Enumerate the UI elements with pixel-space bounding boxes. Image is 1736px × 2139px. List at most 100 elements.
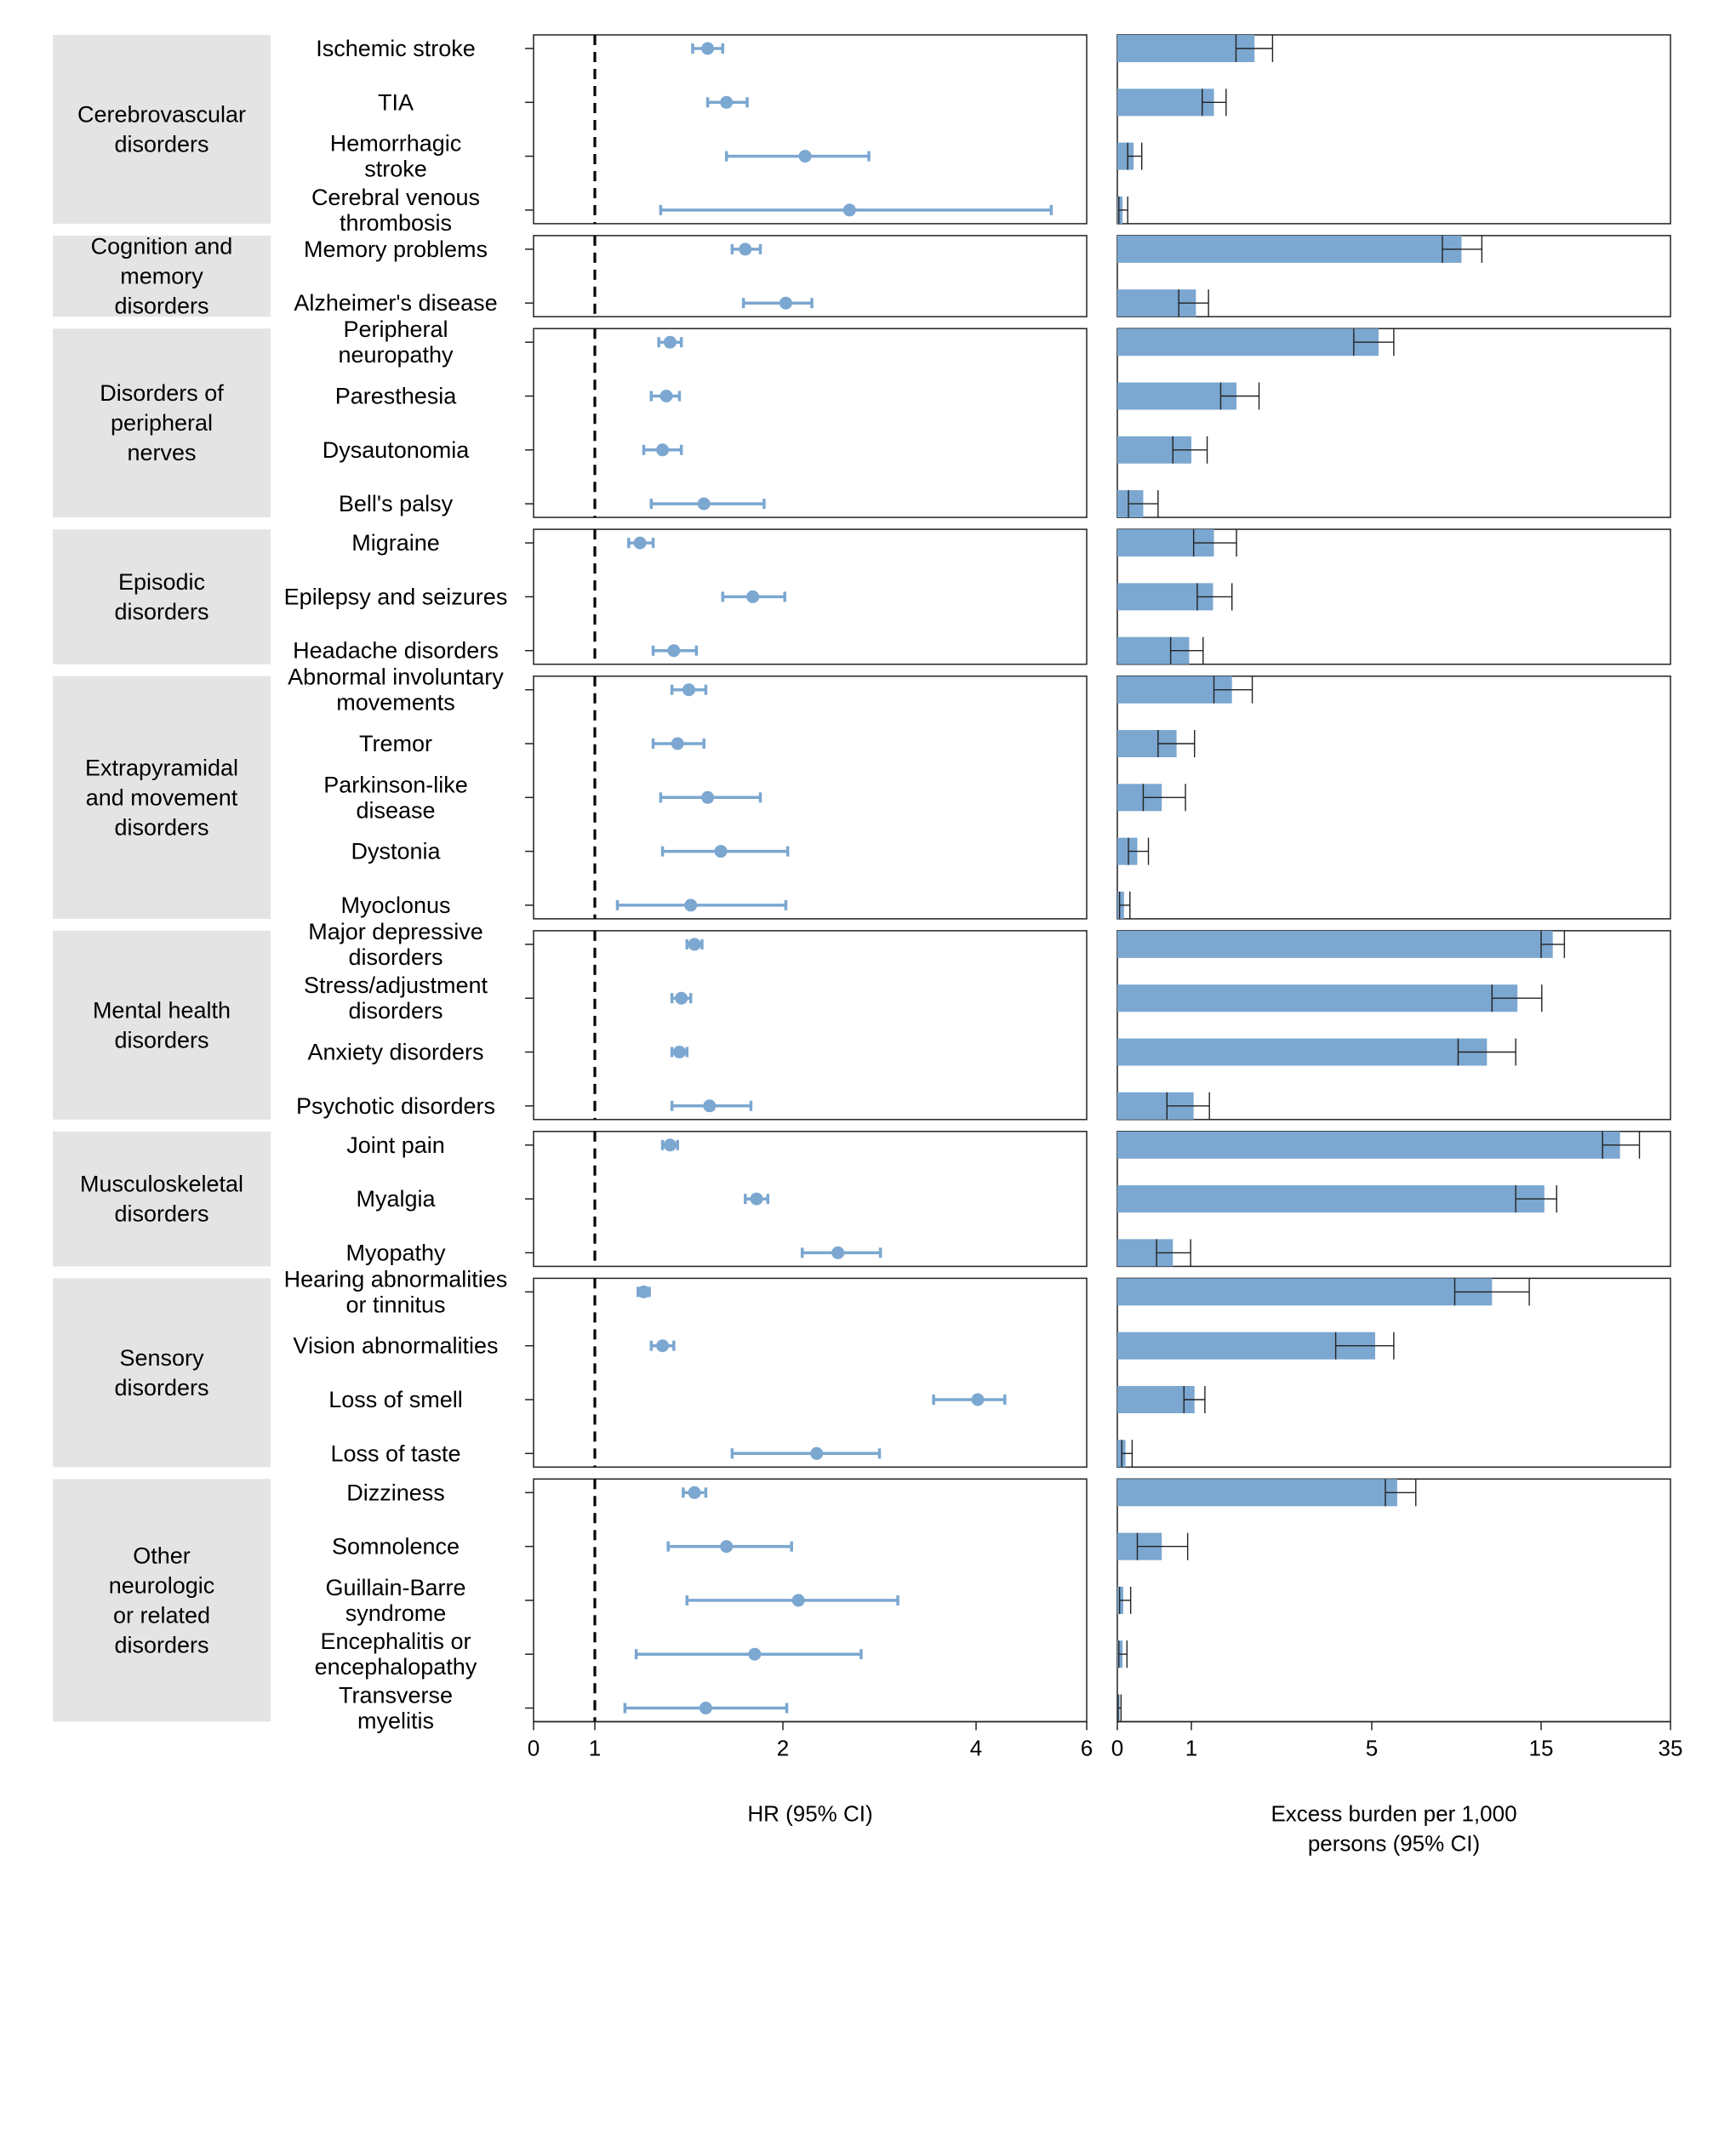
hr-point (656, 1339, 670, 1353)
outcome-label: Major depressive disorders (308, 919, 483, 970)
category-label: Disorders of peripheral nerves (100, 380, 224, 465)
category-label-line: Mental health (93, 997, 231, 1023)
outcome-label-line: disorders (348, 998, 443, 1024)
category-label: Cerebrovascular disorders (77, 101, 246, 157)
hr-point (633, 536, 647, 550)
outcome-label-line: disease (356, 797, 435, 823)
forest-panel-frame (533, 328, 1088, 518)
outcome-label-line: Hemorrhagic (330, 131, 462, 157)
outcome-label-line: neuropathy (338, 342, 454, 368)
outcome-label-line: Myalgia (356, 1186, 436, 1212)
bar-panel-frame (1116, 1478, 1671, 1723)
eb-tick-label: 5 (1366, 1736, 1378, 1761)
hr-tick-label: 1 (589, 1736, 601, 1761)
forest-panel-frame (533, 34, 1088, 225)
excess-burden-bar (1117, 837, 1138, 865)
outcome-label-line: Myopathy (345, 1240, 446, 1265)
category-box (53, 35, 271, 224)
excess-burden-bar (1117, 328, 1379, 356)
category-label-line: disorders (114, 1632, 208, 1657)
hr-tick-label: 2 (777, 1736, 789, 1761)
outcome-label-line: Cerebral venous (311, 185, 480, 210)
outcome-label-line: Vision abnormalities (293, 1333, 498, 1359)
category-label-line: disorders (114, 1201, 208, 1227)
category-label-line: disorders (114, 814, 208, 840)
outcome-label-line: stroke (364, 157, 427, 182)
category-label: Episodic disorders (114, 569, 208, 625)
outcome-label-line: Stress/adjustment (304, 973, 488, 998)
excess-burden-bar (1117, 382, 1236, 410)
hr-point (684, 898, 698, 912)
outcome-label-line: or tinnitus (345, 1292, 445, 1317)
category-label: Extrapyramidal and movement disorders (85, 755, 238, 840)
category-label-line: disorders (114, 131, 208, 157)
outcome-label-line: Dysautonomia (323, 437, 471, 463)
eb-tick-label: 15 (1529, 1736, 1554, 1761)
category-box (53, 529, 271, 665)
outcome-label-line: myelitis (357, 1708, 434, 1734)
outcome-label-line: Migraine (351, 530, 440, 556)
outcome-label: Parkinson-like disease (323, 772, 468, 823)
excess-burden-bar (1117, 88, 1214, 117)
hr-tick-label: 4 (970, 1736, 982, 1761)
category-label: Other neurologic or related disorders (109, 1543, 215, 1657)
outcome-label-line: encephalopathy (315, 1654, 477, 1680)
hr-point (791, 1594, 805, 1607)
outcome-label: Tremor (359, 731, 432, 756)
outcome-label-line: Hearing abnormalities (284, 1266, 508, 1292)
outcome-label: Epilepsy and seizures (284, 584, 508, 609)
category-label-line: Extrapyramidal (85, 755, 238, 780)
category-label: Musculoskeletal disorders (80, 1172, 243, 1227)
hr-point (739, 242, 752, 256)
outcome-label: Alzheimer's disease (294, 290, 497, 316)
excess-burden-bar (1117, 142, 1134, 170)
outcome-label: Paresthesia (335, 384, 458, 409)
category-label: Sensory disorders (114, 1345, 208, 1400)
hr-point (663, 335, 677, 349)
outcome-label-line: Anxiety disorders (307, 1040, 483, 1065)
excess-burden-bar (1117, 1278, 1493, 1306)
outcome-label: Guillain-Barre syndrome (325, 1575, 465, 1626)
outcome-label: Hemorrhagic stroke (330, 131, 462, 182)
outcome-label-line: Guillain-Barre (325, 1575, 465, 1600)
outcome-label: Vision abnormalities (293, 1333, 498, 1359)
forest-panel-frame (533, 1131, 1088, 1268)
category-label: Cognition and memory disorders (91, 234, 233, 319)
category-label-line: Episodic (118, 569, 205, 595)
outcome-label-line: Memory problems (304, 237, 488, 262)
outcome-label: Bell's palsy (339, 491, 454, 516)
hr-point (671, 737, 684, 750)
hr-point (779, 296, 792, 310)
category-label-line: Cognition and (91, 234, 233, 260)
category-column: Cerebrovascular disorders Cognition and mem… (53, 35, 271, 1722)
category-label-line: nerves (127, 440, 196, 465)
bar-panel-frame (1116, 930, 1671, 1121)
category-label-line: Disorders of (100, 380, 224, 406)
hr-point (701, 42, 715, 55)
outcome-label-line: Paresthesia (335, 384, 458, 409)
eb-tick-label: 1 (1185, 1736, 1197, 1761)
outcome-label: Abnormal involuntary movements (288, 665, 504, 716)
hr-point (675, 991, 688, 1005)
outcome-label-line: Tremor (359, 731, 432, 756)
category-label-line: or related (113, 1602, 210, 1628)
bar-panel-frame (1116, 675, 1671, 920)
outcome-label-line: syndrome (345, 1600, 447, 1626)
hr-point (672, 1046, 686, 1058)
excess-burden-bar (1117, 676, 1232, 704)
category-box (53, 676, 271, 919)
outcome-label: Psychotic disorders (296, 1093, 495, 1119)
outcome-label: Stress/adjustment disorders (304, 973, 488, 1024)
excess-burden-bar (1117, 1038, 1488, 1066)
excess-burden-bar (1117, 1479, 1397, 1507)
outcome-label: Myoclonus (340, 893, 450, 918)
hr-point (748, 1647, 762, 1661)
outcome-label: Memory problems (304, 237, 488, 262)
hr-point (682, 683, 695, 697)
outcome-label: Cerebral venous thrombosis (311, 185, 480, 236)
hr-point (714, 845, 728, 858)
category-box (53, 1278, 271, 1468)
excess-burden-bar (1117, 35, 1255, 62)
